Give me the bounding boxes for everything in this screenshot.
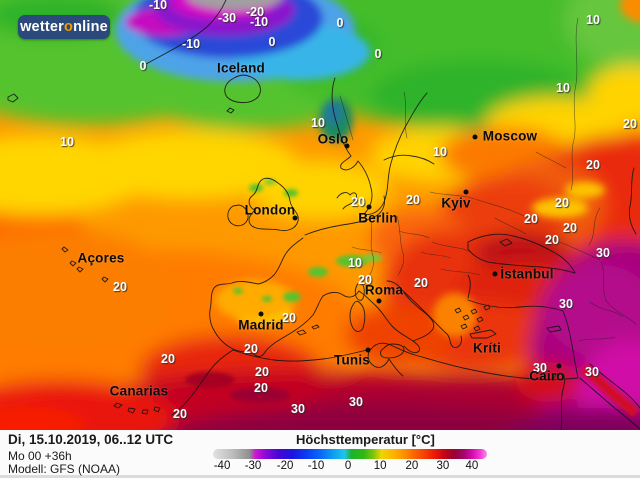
temperature-value-label: -10 — [148, 0, 168, 12]
city-dot — [492, 271, 498, 277]
map-canvas: -10 -20 -30 -10 -10 0 0 0 0 10 10 10 10 10 20 20 20 20 20 2… — [0, 0, 640, 430]
legend-tick-label: -20 — [276, 460, 294, 472]
temperature-value-label: 20 — [244, 342, 258, 356]
model-run-label: Mo 00 +36h — [8, 449, 72, 463]
legend-title: Höchsttemperatur [°C] — [296, 432, 435, 447]
city-dot — [344, 143, 350, 149]
city-label: Tunis — [334, 352, 370, 368]
temperature-value-label: 20 — [555, 196, 569, 210]
temperature-value-label: 30 — [596, 246, 610, 260]
temperature-value-label: 10 — [586, 13, 600, 27]
city-label: Roma — [364, 282, 404, 298]
logo-text-part2: nline — [73, 19, 108, 35]
legend-tick-label: 30 — [436, 460, 450, 472]
legend-tick-label: 0 — [344, 460, 352, 472]
city-label: Canarias — [109, 383, 169, 399]
temperature-value-label: 10 — [556, 81, 570, 95]
map-overlay: -10 -20 -30 -10 -10 0 0 0 0 10 10 10 10 10 20 20 20 20 20 2… — [60, 0, 637, 421]
city-dot — [366, 204, 372, 210]
legend-tick-label: 20 — [405, 460, 419, 472]
temperature-value-label: -10 — [181, 37, 201, 51]
city-label: Açores — [77, 250, 125, 266]
temperature-value-label: 30 — [533, 361, 547, 375]
city-label: Kyiv — [441, 195, 471, 211]
temperature-value-label: 20 — [414, 276, 428, 290]
temperature-value-label: -30 — [217, 11, 237, 25]
legend-tick-label: -30 — [244, 460, 262, 472]
city-label: London — [244, 202, 296, 218]
city-label: Oslo — [317, 131, 349, 147]
city-dot — [365, 347, 371, 353]
temperature-field — [0, 0, 640, 430]
logo-text-accent: o — [64, 19, 74, 35]
info-panel: Di, 15.10.2019, 06..12 UTC Mo 00 +36h Mo… — [0, 430, 640, 478]
city-dot — [258, 311, 264, 317]
temperature-value-label: 20 — [255, 365, 269, 379]
temperature-value-label: 30 — [291, 402, 305, 416]
temperature-value-label: 20 — [623, 117, 637, 131]
temperature-value-label: 20 — [545, 233, 559, 247]
temperature-value-label: 10 — [433, 145, 447, 159]
city-dot — [463, 189, 469, 195]
temperature-value-label: 10 — [348, 256, 362, 270]
legend-ticks: -40 -30 -20 -10 0 10 20 30 40 — [213, 460, 487, 474]
city-label: Berlin — [358, 210, 398, 226]
logo-text-part1: wetter — [20, 19, 64, 35]
city-label: Kríti — [473, 340, 501, 356]
coastlines — [7, 0, 640, 430]
temperature-value-label: 20 — [173, 407, 187, 421]
city-dot — [472, 134, 478, 140]
wetteronline-logo: wetter o nline — [18, 15, 110, 39]
temperature-value-label: 10 — [311, 116, 325, 130]
city-label: Moscow — [482, 128, 538, 144]
temperature-value-label: 10 — [60, 135, 74, 149]
temperature-value-label: 20 — [586, 158, 600, 172]
city-dot — [556, 363, 562, 369]
city-label: Cairo — [529, 368, 565, 384]
temperature-value-label: 0 — [139, 59, 147, 73]
temperature-value-label: 20 — [563, 221, 577, 235]
temperature-map-graphic — [0, 0, 640, 430]
temperature-value-label: 20 — [358, 273, 372, 287]
legend-colorbar — [213, 449, 487, 459]
model-name-label: Modell: GFS (NOAA) — [8, 462, 121, 476]
temperature-value-label: 20 — [351, 195, 365, 209]
city-label: Madrid — [238, 317, 284, 333]
legend-tick-label: -10 — [307, 460, 325, 472]
valid-time-label: Di, 15.10.2019, 06..12 UTC — [8, 432, 174, 447]
city-label: Iceland — [217, 60, 265, 76]
temperature-value-label: 0 — [374, 47, 382, 61]
temperature-value-label: 0 — [268, 35, 276, 49]
temperature-value-label: 20 — [161, 352, 175, 366]
legend-tick-label: 40 — [465, 460, 479, 472]
temperature-value-label: 30 — [585, 365, 599, 379]
city-dot — [292, 215, 298, 221]
legend-tick-label: -40 — [213, 460, 231, 472]
legend-tick-label: 10 — [373, 460, 387, 472]
temperature-value-label: -10 — [249, 15, 269, 29]
temperature-value-label: 30 — [349, 395, 363, 409]
city-dot — [376, 298, 382, 304]
borders — [339, 17, 637, 342]
temperature-value-label: 20 — [282, 311, 296, 325]
temperature-value-label: 30 — [559, 297, 573, 311]
temperature-value-label: 20 — [406, 193, 420, 207]
temperature-value-label: 0 — [336, 16, 344, 30]
temperature-value-label: 20 — [113, 280, 127, 294]
temperature-value-label: -20 — [245, 5, 265, 19]
temperature-value-label: 20 — [254, 381, 268, 395]
city-label: İstanbul — [500, 266, 554, 282]
temperature-value-label: 20 — [524, 212, 538, 226]
